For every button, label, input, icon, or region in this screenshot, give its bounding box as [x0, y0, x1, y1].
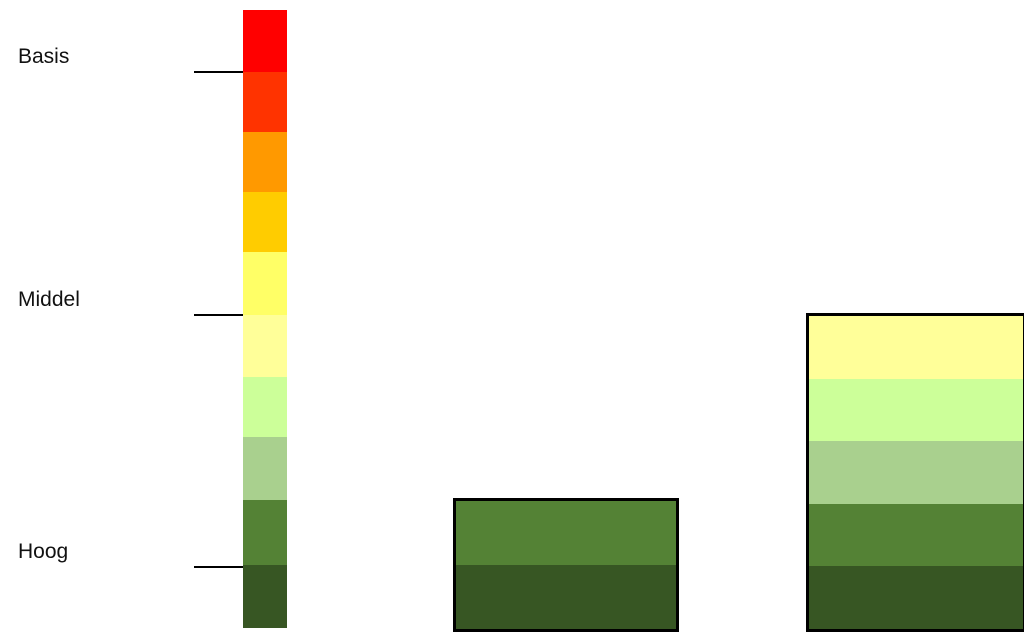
- scale-band: [243, 72, 287, 132]
- scale-band: [243, 10, 287, 72]
- block-band: [809, 566, 1023, 629]
- block-band: [809, 503, 1023, 567]
- level-label-middel: Middel: [18, 288, 80, 311]
- level-block-middel: [806, 313, 1024, 632]
- tick-basis: [194, 71, 245, 73]
- scale-band: [243, 315, 287, 377]
- scale-band: [243, 500, 287, 565]
- scale-band: [243, 192, 287, 252]
- block-band: [809, 441, 1023, 504]
- block-band: [456, 501, 676, 565]
- level-label-hoog: Hoog: [18, 540, 69, 563]
- level-block-hoog: [453, 498, 679, 632]
- tick-middel: [194, 314, 245, 316]
- scale-band: [243, 437, 287, 500]
- tick-hoog: [194, 566, 245, 568]
- scale-band: [243, 252, 287, 315]
- color-scale-bar: [243, 10, 287, 628]
- block-band: [809, 316, 1023, 379]
- block-band: [809, 378, 1023, 442]
- scale-band: [243, 565, 287, 628]
- scale-band: [243, 132, 287, 192]
- level-label-basis: Basis: [18, 45, 70, 68]
- scale-band: [243, 377, 287, 437]
- block-band: [456, 565, 676, 629]
